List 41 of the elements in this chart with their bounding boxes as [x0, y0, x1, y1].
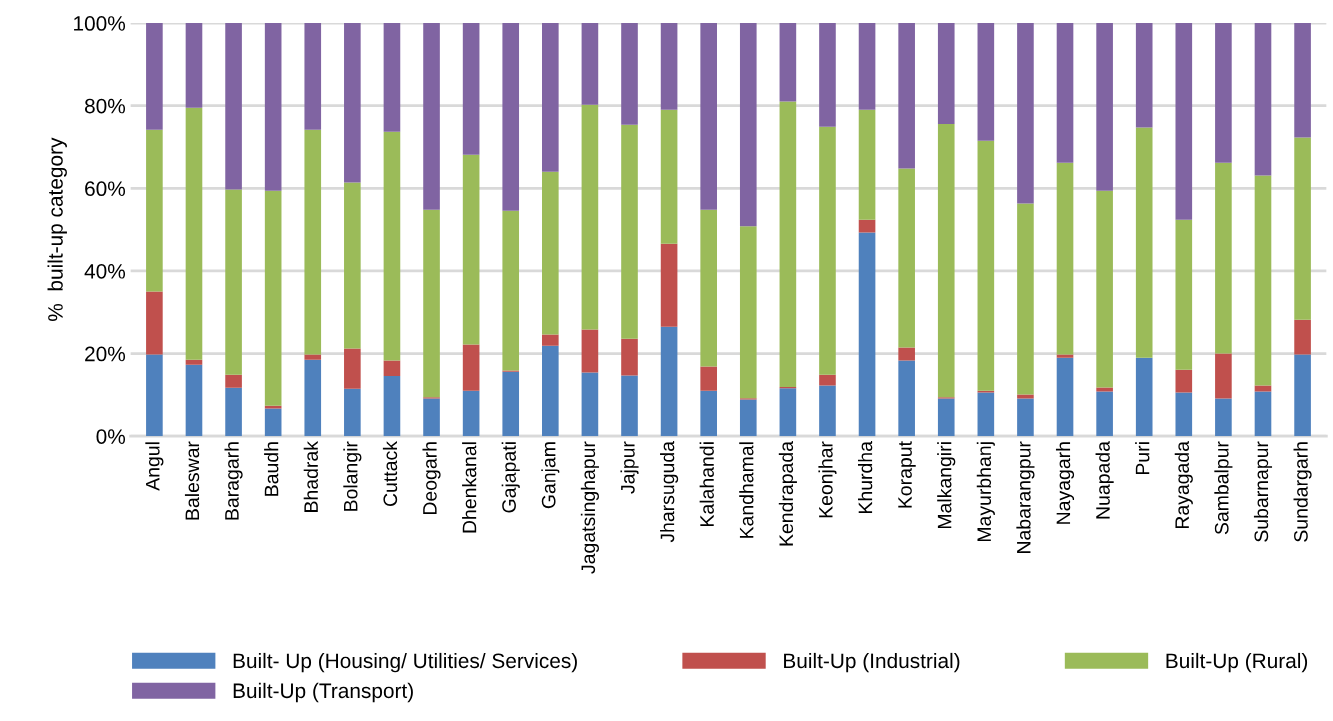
x-tick-label: Deogarh — [422, 442, 441, 515]
x-tick-label: Koraput — [898, 441, 916, 508]
x-tick-label: Kendrapada — [778, 441, 797, 546]
x-tick-label: Kandhamal — [739, 442, 754, 538]
x-tick-label: Gajapati — [501, 442, 520, 513]
y-tick-label: 100% — [74, 16, 126, 31]
x-tick-label: Baragarh — [224, 442, 243, 520]
x-tick-label: Nabarangpur — [1016, 441, 1035, 553]
x-tick-label: Sambalpur — [1214, 441, 1233, 535]
x-tick-label: Nayagarh — [1055, 442, 1075, 524]
legend-label: Built-Up (Transport) — [233, 682, 413, 703]
x-tick-label: Jagatsinghapur — [580, 441, 599, 574]
x-tick-label: Subarnapur — [1253, 441, 1273, 542]
x-tick-label: Rayagada — [1174, 441, 1193, 529]
legend-label: Built-Up (Rural) — [1166, 652, 1308, 673]
x-tick-label: Ganjam — [541, 442, 560, 509]
x-tick-label: Angul — [145, 442, 164, 491]
y-tick-label: 60% — [85, 181, 126, 197]
y-tick-label: 20% — [85, 346, 126, 362]
x-tick-label: Jajpur — [620, 441, 639, 494]
x-tick-label: Baleswar — [184, 441, 200, 520]
x-tick-label: Cuttack — [382, 441, 398, 506]
x-tick-label: Malkangiri — [937, 442, 956, 529]
y-tick-label: 40% — [84, 263, 126, 279]
x-tick-label: Sundargarh — [1293, 442, 1312, 542]
x-tick-label: Keonjhar — [818, 441, 837, 518]
y-axis-title: % built-up category — [47, 137, 67, 321]
x-tick-label: Bolangir — [343, 441, 362, 511]
x-tick-label: Dhenkanal — [462, 442, 477, 533]
x-tick-label: Bhadrak — [303, 441, 318, 512]
x-tick-label: Nuapada — [1095, 441, 1114, 519]
legend-label: Built- Up (Housing/ Utilities/ Services) — [233, 652, 577, 673]
x-tick-label: Jharsuguda — [660, 441, 679, 543]
x-tick-label: Puri — [1135, 442, 1150, 475]
x-tick-label: Baudh — [264, 442, 279, 496]
x-tick-label: Mayurbhanj — [976, 442, 995, 542]
legend-label: Built-Up (Industrial) — [784, 652, 960, 673]
x-tick-label: Khurdha — [858, 441, 873, 513]
x-tick-label: Kalahandi — [699, 442, 714, 526]
y-tick-label: 0% — [96, 429, 126, 444]
y-tick-label: 80% — [84, 98, 126, 114]
